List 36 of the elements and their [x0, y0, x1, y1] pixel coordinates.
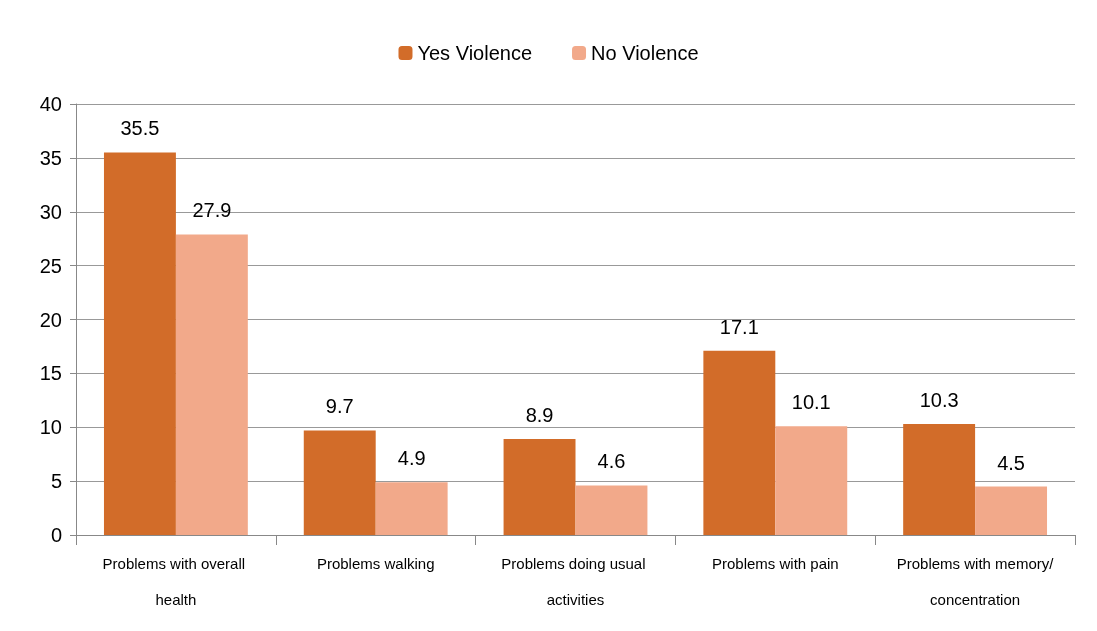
data-label: 27.9: [192, 199, 232, 222]
y-tick-label: 15: [39, 362, 62, 385]
bar: [375, 482, 448, 535]
bar: [703, 350, 776, 535]
y-tick-label: 20: [39, 308, 62, 331]
data-label: 4.5: [997, 451, 1025, 474]
category-label: Problems doing usual activities: [501, 554, 646, 608]
bar: [575, 485, 648, 535]
y-tick-label: 10: [39, 416, 62, 439]
bar: [975, 486, 1048, 535]
data-label: 9.7: [325, 395, 354, 418]
y-tick-label: 30: [39, 200, 62, 223]
data-label: 17.1: [719, 315, 759, 338]
bar: [775, 426, 848, 535]
category-label: Problems with overall health: [102, 554, 246, 608]
data-label: 35.5: [120, 117, 160, 140]
y-tick-label: 25: [39, 254, 62, 277]
bar: [503, 439, 576, 535]
data-label: 4.6: [597, 450, 626, 473]
bar: [103, 152, 176, 535]
y-tick-label: 5: [50, 470, 62, 493]
data-label: 8.9: [525, 404, 554, 427]
legend-label: No Violence: [591, 42, 699, 64]
data-label: 10.1: [791, 391, 831, 414]
y-tick-label: 35: [39, 146, 62, 169]
bar: [303, 430, 376, 535]
x-tick-label: Problems walking: [316, 554, 435, 572]
y-tick-label: 0: [50, 524, 62, 546]
y-tick-label: 40: [39, 93, 62, 115]
legend-label: Yes Violence: [417, 42, 533, 64]
data-label: 10.3: [919, 389, 959, 412]
data-label: 4.9: [397, 447, 426, 470]
x-tick-label: Problems with pain: [711, 554, 839, 572]
bar: [903, 424, 976, 535]
bar: [175, 234, 248, 535]
category-label: Problems with memory/concentration: [896, 554, 1054, 608]
